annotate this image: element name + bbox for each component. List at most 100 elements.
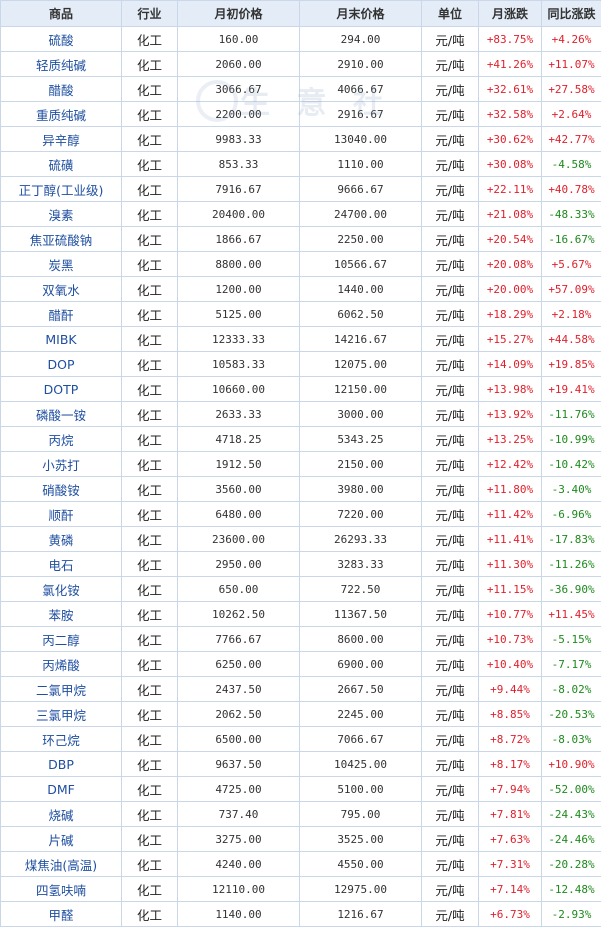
product-name-cell[interactable]: 环己烷 [1, 727, 122, 752]
product-name-cell[interactable]: 片碱 [1, 827, 122, 852]
unit-cell: 元/吨 [422, 802, 479, 827]
yoy-change-cell: -8.02% [542, 677, 601, 702]
product-name-cell[interactable]: DOTP [1, 377, 122, 402]
product-name-cell[interactable]: 黄磷 [1, 527, 122, 552]
unit-cell: 元/吨 [422, 227, 479, 252]
product-name-cell[interactable]: MIBK [1, 327, 122, 352]
product-name-cell[interactable]: 二氯甲烷 [1, 677, 122, 702]
end-price-cell: 2150.00 [300, 452, 422, 477]
unit-cell: 元/吨 [422, 452, 479, 477]
product-name-cell[interactable]: 溴素 [1, 202, 122, 227]
product-name-cell[interactable]: 烧碱 [1, 802, 122, 827]
product-name-cell[interactable]: 甲醛 [1, 902, 122, 927]
product-name-cell[interactable]: 氯化铵 [1, 577, 122, 602]
product-name-cell[interactable]: 正丁醇(工业级) [1, 177, 122, 202]
product-name-cell[interactable]: DBP [1, 752, 122, 777]
month-change-cell: +12.42% [479, 452, 542, 477]
product-name-cell[interactable]: 煤焦油(高温) [1, 852, 122, 877]
yoy-change-cell: +27.58% [542, 77, 601, 102]
yoy-change-cell: -3.40% [542, 477, 601, 502]
product-name-cell[interactable]: 醋酐 [1, 302, 122, 327]
month-change-cell: +14.09% [479, 352, 542, 377]
industry-cell: 化工 [122, 102, 178, 127]
end-price-cell: 294.00 [300, 27, 422, 52]
header-industry: 行业 [122, 1, 178, 27]
product-name-cell[interactable]: 顺酐 [1, 502, 122, 527]
industry-cell: 化工 [122, 52, 178, 77]
month-change-cell: +8.17% [479, 752, 542, 777]
start-price-cell: 12110.00 [178, 877, 300, 902]
end-price-cell: 6062.50 [300, 302, 422, 327]
month-change-cell: +7.81% [479, 802, 542, 827]
unit-cell: 元/吨 [422, 627, 479, 652]
product-name-cell[interactable]: 小苏打 [1, 452, 122, 477]
yoy-change-cell: +19.85% [542, 352, 601, 377]
end-price-cell: 1110.00 [300, 152, 422, 177]
product-name-cell[interactable]: DMF [1, 777, 122, 802]
product-name-cell[interactable]: 三氯甲烷 [1, 702, 122, 727]
yoy-change-cell: +11.45% [542, 602, 601, 627]
unit-cell: 元/吨 [422, 827, 479, 852]
product-name-cell[interactable]: 炭黑 [1, 252, 122, 277]
start-price-cell: 4725.00 [178, 777, 300, 802]
month-change-cell: +7.63% [479, 827, 542, 852]
product-name-cell[interactable]: 轻质纯碱 [1, 52, 122, 77]
start-price-cell: 2950.00 [178, 552, 300, 577]
start-price-cell: 3275.00 [178, 827, 300, 852]
start-price-cell: 7916.67 [178, 177, 300, 202]
industry-cell: 化工 [122, 627, 178, 652]
product-name-cell[interactable]: 苯胺 [1, 602, 122, 627]
start-price-cell: 1912.50 [178, 452, 300, 477]
product-name-cell[interactable]: 磷酸一铵 [1, 402, 122, 427]
product-name-cell[interactable]: 硫磺 [1, 152, 122, 177]
product-name-cell[interactable]: 异辛醇 [1, 127, 122, 152]
industry-cell: 化工 [122, 452, 178, 477]
start-price-cell: 160.00 [178, 27, 300, 52]
product-name-cell[interactable]: 焦亚硫酸钠 [1, 227, 122, 252]
month-change-cell: +20.08% [479, 252, 542, 277]
product-name-cell[interactable]: 丙二醇 [1, 627, 122, 652]
product-name-cell[interactable]: 醋酸 [1, 77, 122, 102]
start-price-cell: 4718.25 [178, 427, 300, 452]
product-name-cell[interactable]: 丙烯酸 [1, 652, 122, 677]
end-price-cell: 7220.00 [300, 502, 422, 527]
product-name-cell[interactable]: 硝酸铵 [1, 477, 122, 502]
industry-cell: 化工 [122, 802, 178, 827]
yoy-change-cell: -10.42% [542, 452, 601, 477]
month-change-cell: +11.30% [479, 552, 542, 577]
industry-cell: 化工 [122, 702, 178, 727]
industry-cell: 化工 [122, 302, 178, 327]
yoy-change-cell: -2.93% [542, 902, 601, 927]
product-name-cell[interactable]: 重质纯碱 [1, 102, 122, 127]
product-name-cell[interactable]: 硫酸 [1, 27, 122, 52]
end-price-cell: 2250.00 [300, 227, 422, 252]
product-name-cell[interactable]: 电石 [1, 552, 122, 577]
product-name-cell[interactable]: 丙烷 [1, 427, 122, 452]
yoy-change-cell: +40.78% [542, 177, 601, 202]
unit-cell: 元/吨 [422, 127, 479, 152]
end-price-cell: 2667.50 [300, 677, 422, 702]
yoy-change-cell: -52.00% [542, 777, 601, 802]
product-name-cell[interactable]: DOP [1, 352, 122, 377]
unit-cell: 元/吨 [422, 652, 479, 677]
unit-cell: 元/吨 [422, 777, 479, 802]
product-name-cell[interactable]: 四氢呋喃 [1, 877, 122, 902]
start-price-cell: 650.00 [178, 577, 300, 602]
month-change-cell: +10.73% [479, 627, 542, 652]
industry-cell: 化工 [122, 202, 178, 227]
end-price-cell: 2910.00 [300, 52, 422, 77]
product-name-cell[interactable]: 双氧水 [1, 277, 122, 302]
